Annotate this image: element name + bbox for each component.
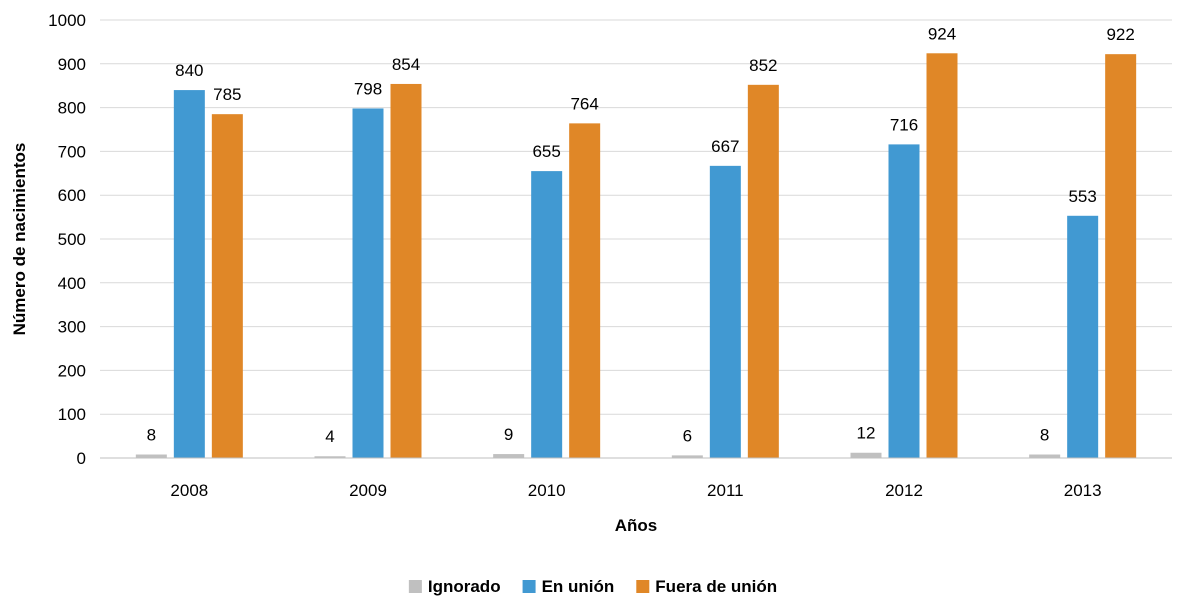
legend-label: Ignorado: [428, 577, 501, 596]
y-tick-label: 300: [58, 318, 86, 337]
bar: [709, 165, 741, 458]
y-tick-label: 800: [58, 99, 86, 118]
x-tick-label: 2012: [885, 481, 923, 500]
x-axis-title: Años: [615, 516, 658, 535]
bar: [569, 123, 601, 459]
x-axis-ticks: 2008 2009 2010 2011 2012 2013: [170, 481, 1101, 500]
bar: [390, 83, 422, 458]
x-tick-label: 2009: [349, 481, 387, 500]
bar: [314, 456, 346, 458]
data-label: 9: [504, 425, 513, 444]
data-label: 4: [325, 427, 334, 446]
data-label: 840: [175, 61, 203, 80]
y-tick-label: 1000: [48, 11, 86, 30]
bar: [850, 452, 882, 458]
y-tick-label: 500: [58, 230, 86, 249]
bar: [173, 90, 205, 458]
data-label: 6: [683, 426, 692, 445]
y-axis-title: Número de nacimientos: [10, 143, 29, 336]
bar: [352, 108, 384, 458]
x-tick-label: 2011: [707, 481, 744, 500]
bar: [211, 114, 243, 459]
data-label: 854: [392, 55, 420, 74]
legend-label: En unión: [542, 577, 615, 596]
data-label: 785: [213, 85, 241, 104]
data-label: 852: [749, 56, 777, 75]
bar: [747, 84, 779, 458]
data-label: 8: [1040, 425, 1049, 444]
bar: [135, 454, 167, 458]
data-label: 667: [711, 137, 739, 156]
legend-swatch: [522, 580, 536, 593]
data-label: 655: [532, 142, 560, 161]
y-tick-label: 700: [58, 142, 86, 161]
x-tick-label: 2010: [528, 481, 566, 500]
y-axis-ticks: 0 100 200 300 400 500 600 700 800 900 1000: [48, 11, 86, 468]
legend-item: En unión: [522, 577, 615, 596]
bar: [531, 171, 563, 459]
bar: [926, 53, 958, 459]
data-label: 716: [890, 115, 918, 134]
x-tick-label: 2013: [1064, 481, 1102, 500]
data-label: 553: [1068, 187, 1096, 206]
y-tick-label: 100: [58, 405, 86, 424]
data-labels: 8 840 785 4 798 854 9 655 764 6 667 852 12 716 924 8 553…: [147, 24, 1135, 446]
legend-item: Ignorado: [408, 577, 501, 596]
data-label: 12: [857, 424, 876, 443]
data-label: 764: [570, 94, 598, 113]
y-tick-label: 900: [58, 55, 86, 74]
bar: [493, 454, 525, 458]
bar: [1105, 54, 1137, 458]
bar: [1067, 215, 1099, 458]
bars: [135, 53, 1137, 459]
y-tick-label: 400: [58, 274, 86, 293]
data-label: 8: [147, 425, 156, 444]
legend-label: Fuera de unión: [655, 577, 777, 596]
y-tick-label: 600: [58, 186, 86, 205]
legend-item: Fuera de unión: [636, 577, 777, 596]
data-label: 922: [1106, 25, 1134, 44]
data-label: 798: [354, 79, 382, 98]
legend: Ignorado En unión Fuera de unión: [408, 577, 777, 596]
x-tick-label: 2008: [170, 481, 208, 500]
bar: [888, 144, 920, 458]
gridlines: [100, 19, 1172, 415]
legend-swatch: [636, 580, 650, 593]
bar: [1029, 454, 1061, 458]
bar: [671, 455, 703, 458]
y-tick-label: 0: [77, 449, 86, 468]
data-label: 924: [928, 24, 956, 43]
legend-swatch: [408, 580, 422, 593]
y-tick-label: 200: [58, 361, 86, 380]
